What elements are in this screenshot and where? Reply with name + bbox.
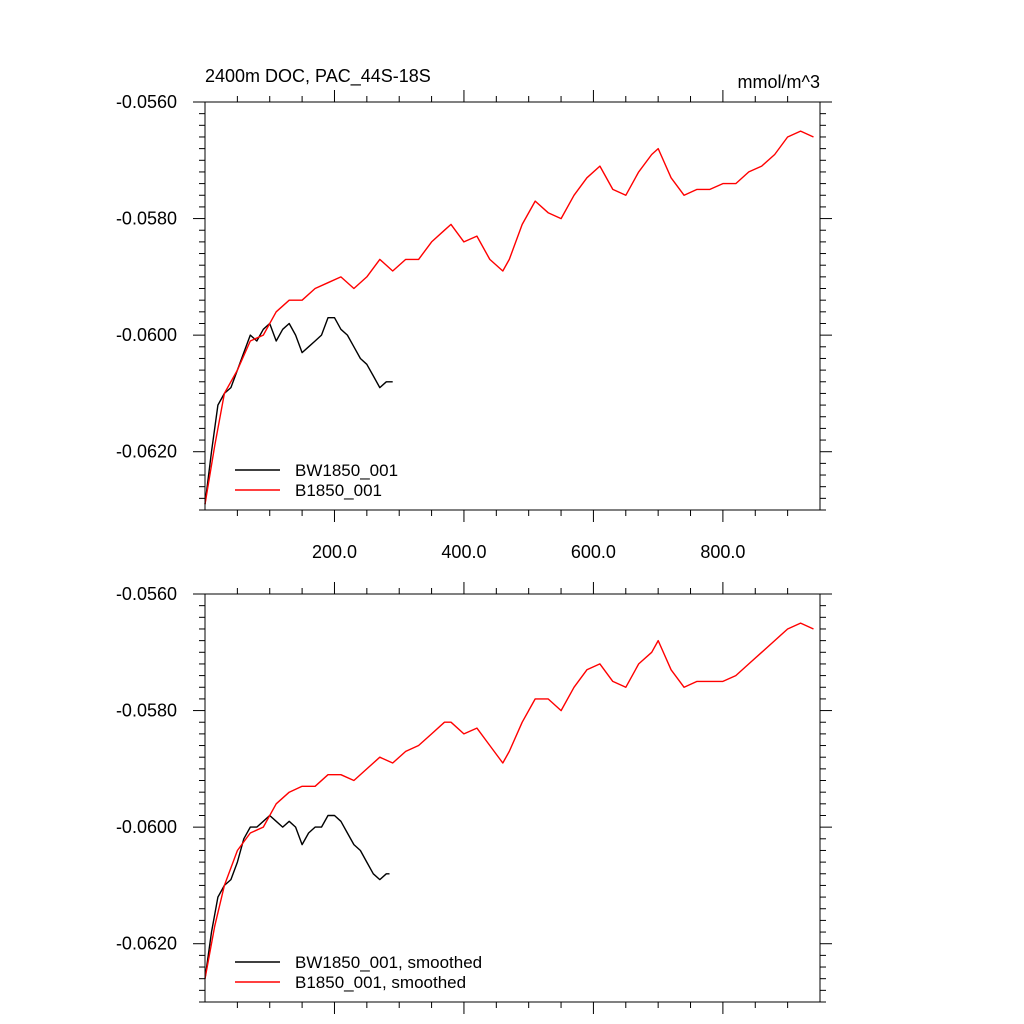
bottom-panel: -0.0560 -0.0580 -0.0600 -0.0620 BW1850_001,… bbox=[116, 582, 832, 1014]
y-tick-label: -0.0620 bbox=[116, 934, 177, 954]
series-line-1 bbox=[204, 130, 814, 505]
y-tick-label: -0.0580 bbox=[116, 209, 177, 229]
series-group bbox=[204, 130, 814, 505]
y-tick-label: -0.0580 bbox=[116, 701, 177, 721]
y-tick-label: -0.0600 bbox=[116, 817, 177, 837]
legend-label-0: BW1850_001, smoothed bbox=[295, 953, 482, 972]
y-tick-label: -0.0620 bbox=[116, 442, 177, 462]
legend-label-0: BW1850_001 bbox=[295, 461, 398, 480]
tick-group: -0.0560 -0.0580 -0.0600 -0.0620 bbox=[116, 582, 832, 1014]
x-tick-label: 400.0 bbox=[441, 542, 486, 562]
y-tick-label: -0.0560 bbox=[116, 92, 177, 112]
x-tick-label: 800.0 bbox=[700, 542, 745, 562]
series-line-1 bbox=[204, 622, 814, 979]
plot-frame bbox=[204, 101, 821, 511]
tick-group: -0.0560 -0.0580 -0.0600 -0.0620 200.0 400.0 60… bbox=[116, 90, 832, 562]
series-line-0 bbox=[204, 814, 390, 979]
plot-frame bbox=[204, 593, 821, 1003]
top-panel: 2400m DOC, PAC_44S-18S mmol/m^3 -0.0560-… bbox=[116, 66, 832, 562]
chart-title: 2400m DOC, PAC_44S-18S bbox=[205, 66, 431, 87]
series-group bbox=[204, 622, 814, 979]
y-tick-label: -0.0600 bbox=[116, 325, 177, 345]
x-tick-label: 600.0 bbox=[571, 542, 616, 562]
legend-label-1: B1850_001 bbox=[295, 481, 382, 500]
units-label: mmol/m^3 bbox=[738, 72, 820, 92]
legend-label-1: B1850_001, smoothed bbox=[295, 973, 466, 992]
x-tick-label: 200.0 bbox=[312, 542, 357, 562]
y-tick-label: -0.0560 bbox=[116, 584, 177, 604]
